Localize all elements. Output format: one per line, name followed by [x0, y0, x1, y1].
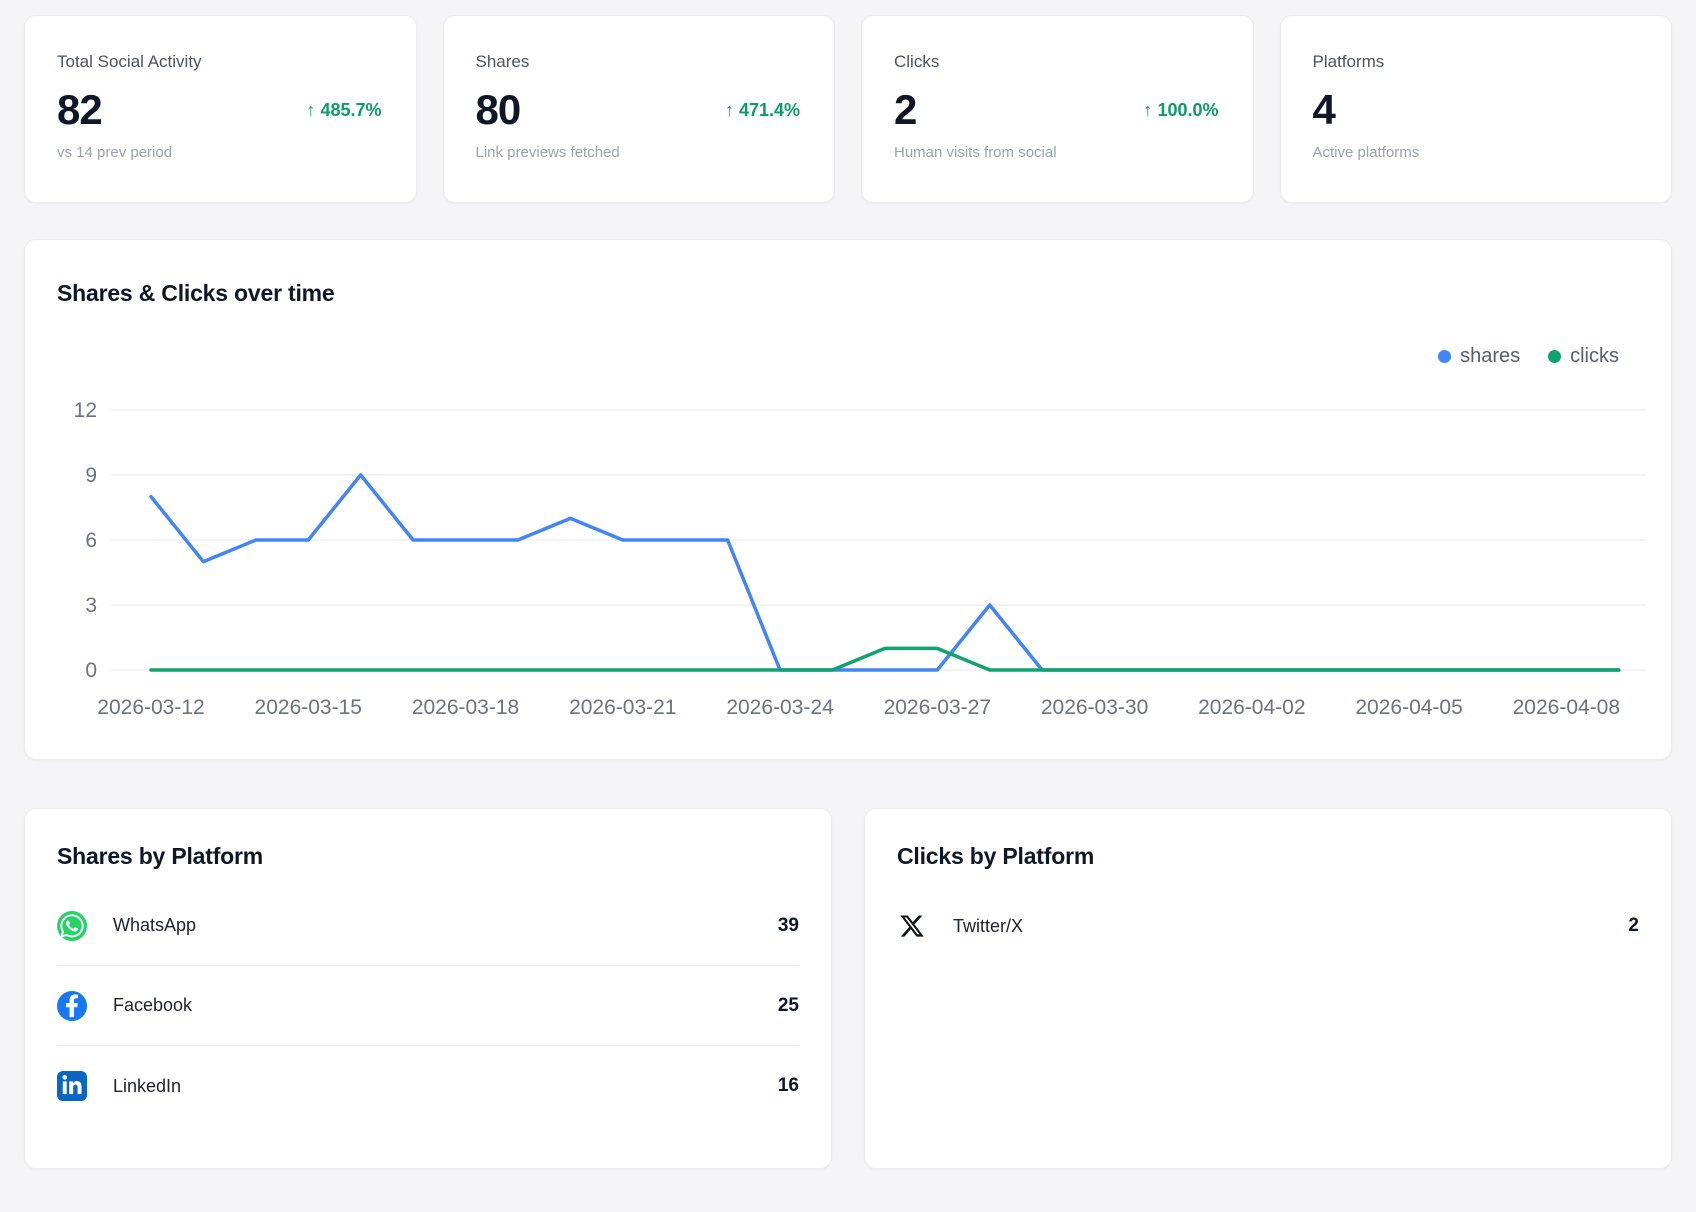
shares-by-platform-card: Shares by Platform WhatsApp 39 Facebook … [24, 808, 832, 1169]
stat-card-platforms: Platforms 4 Active platforms [1279, 15, 1672, 203]
svg-text:9: 9 [85, 464, 97, 487]
up-arrow-icon: ↑ [724, 99, 734, 120]
stat-delta: ↑ 471.4% [725, 100, 800, 121]
stat-delta-percent: 485.7% [320, 99, 382, 120]
stat-delta-percent: 471.4% [738, 99, 800, 120]
svg-text:3: 3 [85, 594, 97, 617]
svg-text:2026-03-12: 2026-03-12 [97, 696, 204, 719]
svg-text:12: 12 [74, 399, 97, 422]
clicks-legend-dot-icon [1548, 350, 1562, 363]
platform-value: 16 [777, 1075, 799, 1096]
svg-text:6: 6 [85, 529, 97, 552]
stats-row: Total Social Activity 82 ↑ 485.7% vs 14 … [24, 15, 1672, 203]
stat-label: Total Social Activity [57, 52, 202, 71]
card-title: Clicks by Platform [897, 843, 1095, 869]
card-title: Shares by Platform [57, 843, 264, 869]
svg-text:2026-04-08: 2026-04-08 [1513, 696, 1620, 719]
stat-card-shares: Shares 80 ↑ 471.4% Link previews fetched [442, 15, 835, 203]
platform-row-whatsapp: WhatsApp 39 [57, 886, 799, 966]
stat-value: 2 [894, 86, 917, 133]
chart-legend: shares clicks [25, 345, 1671, 368]
platform-value: 39 [777, 914, 799, 936]
svg-text:2026-03-18: 2026-03-18 [412, 696, 519, 719]
timeseries-chart-card: Shares & Clicks over time shares clicks … [24, 239, 1672, 760]
stat-delta: ↑ 100.0% [1143, 100, 1218, 121]
timeseries-svg: 0 3 6 9 12 2026-03-12 2026-03-15 2026-03-18 2026… [74, 399, 1646, 719]
svg-text:2026-04-05: 2026-04-05 [1355, 696, 1462, 719]
stat-subtext: Link previews fetched [475, 144, 620, 161]
legend-label: shares [1460, 345, 1521, 367]
plot-area: 0 3 6 9 12 2026-03-12 2026-03-15 2026-03-18 2026… [25, 374, 1671, 741]
facebook-icon [57, 990, 87, 1021]
legend-label: clicks [1570, 345, 1619, 367]
stat-card-total-activity: Total Social Activity 82 ↑ 485.7% vs 14 … [24, 15, 417, 203]
platform-row-facebook: Facebook 25 [57, 966, 799, 1046]
whatsapp-icon [57, 910, 87, 941]
platform-name: WhatsApp [113, 915, 197, 935]
platform-name: LinkedIn [113, 1075, 182, 1096]
stat-value: 80 [475, 86, 522, 133]
platform-name: Facebook [113, 995, 193, 1015]
svg-text:2026-03-24: 2026-03-24 [726, 696, 834, 719]
shares-legend-dot-icon [1438, 350, 1452, 363]
stat-subtext: Human visits from social [894, 144, 1057, 161]
stat-value: 82 [57, 86, 103, 133]
stat-delta-percent: 100.0% [1157, 99, 1219, 120]
up-arrow-icon: ↑ [306, 99, 316, 120]
svg-text:0: 0 [85, 659, 97, 682]
stat-value: 4 [1312, 86, 1336, 133]
platform-value: 25 [777, 994, 799, 1016]
stat-label: Platforms [1312, 52, 1385, 71]
svg-text:2026-03-27: 2026-03-27 [884, 696, 991, 719]
clicks-by-platform-card: Clicks by Platform Twitter/X 2 [864, 808, 1672, 1169]
stat-label: Shares [475, 52, 530, 71]
stat-subtext: Active platforms [1312, 144, 1420, 161]
stat-card-clicks: Clicks 2 ↑ 100.0% Human visits from soci… [861, 15, 1254, 203]
chart-title: Shares & Clicks over time [57, 280, 335, 306]
twitter-x-icon [897, 911, 927, 941]
platform-list: WhatsApp 39 Facebook 25 LinkedIn 16 [57, 886, 799, 1126]
svg-text:2026-03-21: 2026-03-21 [569, 696, 676, 719]
platform-row-twitter-x: Twitter/X 2 [897, 886, 1639, 966]
stat-label: Clicks [894, 52, 940, 71]
legend-item-clicks: clicks [1548, 345, 1619, 368]
stat-delta: ↑ 485.7% [306, 100, 381, 121]
svg-text:2026-04-02: 2026-04-02 [1198, 696, 1305, 719]
svg-text:2026-03-30: 2026-03-30 [1041, 696, 1148, 719]
platform-name: Twitter/X [953, 915, 1024, 936]
stat-subtext: vs 14 prev period [57, 144, 173, 161]
linkedin-icon [57, 1071, 87, 1101]
svg-text:2026-03-15: 2026-03-15 [255, 696, 362, 719]
platform-row-linkedin: LinkedIn 16 [57, 1046, 799, 1126]
platform-value: 2 [1628, 915, 1639, 936]
platform-list: Twitter/X 2 [897, 886, 1639, 966]
legend-item-shares: shares [1438, 345, 1520, 368]
up-arrow-icon: ↑ [1143, 99, 1153, 120]
platform-breakdown-row: Shares by Platform WhatsApp 39 Facebook … [24, 808, 1672, 1169]
